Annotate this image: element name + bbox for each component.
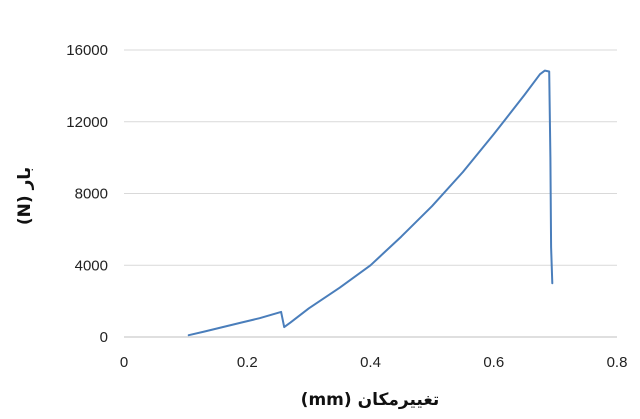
y-axis-title: بار (N) <box>15 167 35 225</box>
x-tick-label: 0.2 <box>237 354 258 371</box>
tick-labels: 0 4000 8000 12000 16000 0 0.2 0.4 0.6 0.8 <box>66 42 627 371</box>
y-tick-label: 0 <box>100 329 108 346</box>
x-tick-label: 0 <box>120 354 128 371</box>
y-tick-label: 12000 <box>66 114 108 131</box>
series-layer <box>187 69 554 337</box>
series-line <box>187 69 554 337</box>
x-tick-label: 0.6 <box>483 354 504 371</box>
y-tick-label: 4000 <box>75 257 108 274</box>
x-axis-title: تغییرمکان (mm) <box>301 390 440 410</box>
y-tick-label: 16000 <box>66 42 108 59</box>
grid-layer <box>124 49 617 266</box>
x-tick-label: 0.8 <box>607 354 628 371</box>
y-tick-label: 8000 <box>75 186 108 203</box>
x-tick-label: 0.4 <box>360 354 381 371</box>
